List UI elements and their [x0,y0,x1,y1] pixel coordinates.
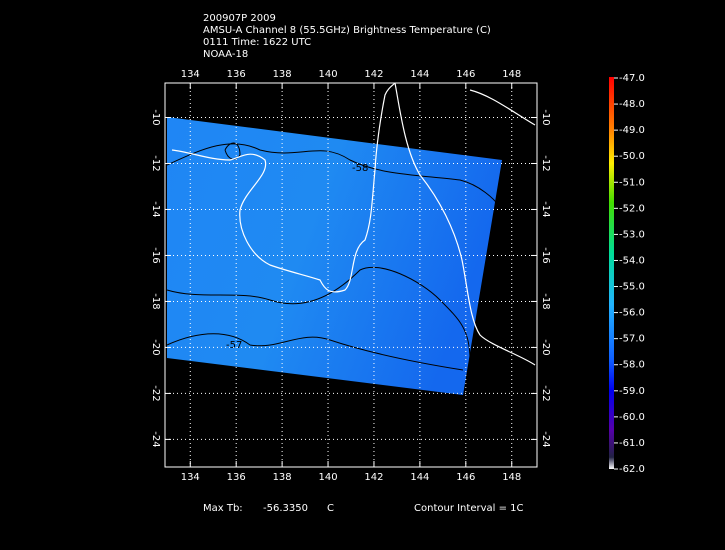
y-tick-label: -14 [150,201,161,217]
y-tick-label: -20 [150,339,161,355]
colorbar-label: -57.0 [619,334,645,345]
x-tick-label: 138 [273,472,292,483]
coastline [171,82,536,366]
x-tick-label: 148 [502,69,521,80]
y-tick-label: -18 [540,293,551,309]
x-tick-label: 134 [181,69,200,80]
x-tick-label: 140 [318,472,337,483]
map-frame [164,82,538,468]
y-tick-label: -16 [540,247,551,263]
x-tick-label: 142 [364,472,383,483]
colorbar-label: -60.0 [619,412,645,423]
colorbar-label: -47.0 [619,73,645,84]
colorbar-label: -62.0 [619,464,645,475]
colorbar-label: -52.0 [619,203,645,214]
y-tick-label: -14 [540,201,551,217]
x-tick-label: 142 [364,69,383,80]
footer-text: -56.3350 [263,503,308,514]
colorbar-label: -54.0 [619,255,645,266]
contour-label: -58 [352,163,368,174]
y-tick-label: -22 [540,385,551,401]
y-tick-label: -18 [150,293,161,309]
x-tick-label: 134 [181,472,200,483]
colorbar [609,77,614,469]
colorbar-label: -58.0 [619,360,645,371]
y-tick-label: -10 [540,109,551,125]
colorbar-label: -59.0 [619,386,645,397]
y-tick-label: -10 [150,109,161,125]
x-tick-label: 146 [456,472,475,483]
x-tick-label: 146 [456,69,475,80]
contours [166,142,499,371]
header: 200907P 2009 AMSU-A Channel 8 (55.5GHz) … [203,13,491,60]
colorbar-label: -61.0 [619,438,645,449]
x-tick-label: 138 [273,69,292,80]
contour-label: -57 [226,340,242,351]
y-tick-label: -22 [150,385,161,401]
x-tick-label: 144 [410,472,429,483]
footer-text: Contour Interval = 1C [414,503,524,514]
x-tick-label: 144 [410,69,429,80]
y-tick-label: -12 [540,155,551,171]
x-tick-label: 140 [318,69,337,80]
x-tick-label: 136 [227,472,246,483]
x-tick-label: 148 [502,472,521,483]
footer-text: C [327,503,334,514]
footer: Max Tb: -56.3350 C Contour Interval = 1C [203,503,524,514]
y-tick-label: -12 [150,155,161,171]
y-tick-label: -20 [540,339,551,355]
header-line: AMSU-A Channel 8 (55.5GHz) Brightness Te… [203,25,491,36]
header-line: 200907P 2009 [203,13,276,24]
header-line: 0111 Time: 1622 UTC [203,37,311,48]
y-tick-label: -16 [150,247,161,263]
colorbar-label: -48.0 [619,99,645,110]
y-tick-label: -24 [540,431,551,447]
colorbar-label: -53.0 [619,229,645,240]
colorbar-label: -49.0 [619,125,645,136]
footer-text: Max Tb: [203,503,243,514]
colorbar-label: -50.0 [619,151,645,162]
header-line: NOAA-18 [203,49,248,60]
y-tick-label: -24 [150,431,161,447]
colorbar-label: -55.0 [619,282,645,293]
colorbar-label: -56.0 [619,308,645,319]
swath [167,117,502,395]
x-tick-label: 136 [227,69,246,80]
colorbar-label: -51.0 [619,177,645,188]
